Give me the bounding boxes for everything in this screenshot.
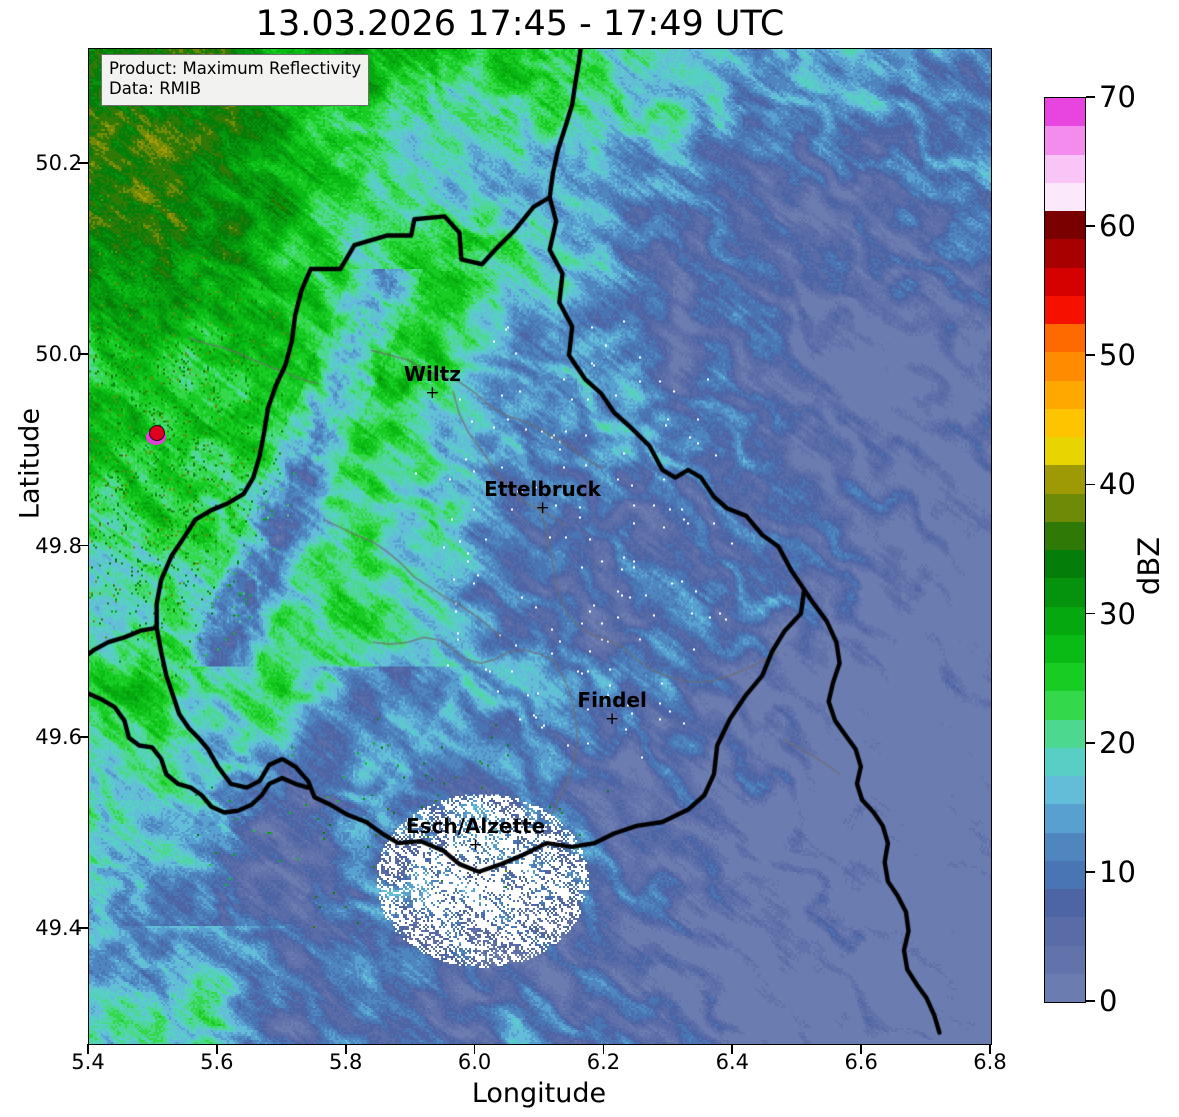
colorbar-tick-label: 40: [1099, 467, 1136, 502]
latitude-tick-mark: [78, 927, 88, 929]
longitude-tick-mark: [87, 1044, 89, 1054]
colorbar-tick-label: 70: [1099, 80, 1136, 114]
colorbar-tick-label: 20: [1099, 725, 1136, 760]
longitude-tick-mark: [344, 1044, 347, 1054]
product-info-box: Product: Maximum Reflectivity Data: RMIB: [101, 54, 370, 106]
x-axis-label: Longitude: [471, 1078, 607, 1109]
colorbar-tick-mark: [1086, 612, 1095, 615]
colorbar-band: [1045, 182, 1085, 211]
colorbar-band: [1045, 295, 1085, 324]
colorbar-tick-mark: [1086, 483, 1095, 486]
latitude-tick-label: 49.8: [35, 533, 82, 558]
colorbar-tick-mark: [1086, 225, 1095, 227]
latitude-tick-mark: [78, 353, 88, 355]
y-axis-label: Latitude: [14, 407, 46, 520]
longitude-tick-label: 6.0: [457, 1050, 492, 1074]
colorbar-band: [1045, 521, 1085, 550]
colorbar-tick-mark: [1086, 354, 1095, 357]
colorbar-band: [1045, 154, 1085, 183]
colorbar-band: [1045, 408, 1085, 437]
colorbar-band: [1045, 747, 1085, 776]
radar-map-plot[interactable]: Product: Maximum Reflectivity Data: RMIB…: [88, 48, 992, 1045]
colorbar-band: [1045, 889, 1085, 918]
colorbar-band: [1045, 493, 1085, 522]
latitude-tick-mark: [78, 544, 88, 547]
map-borders-overlay: [89, 49, 991, 1044]
radar-site-dot: [149, 425, 166, 442]
latitude-tick-label: 49.6: [35, 724, 82, 749]
latitude-tick-mark: [78, 162, 88, 164]
longitude-tick-mark: [473, 1044, 476, 1054]
latitude-tick-label: 50.2: [35, 150, 82, 175]
latitude-tick-label: 49.4: [35, 916, 82, 941]
colorbar-band: [1045, 211, 1085, 240]
longitude-tick-label: 5.6: [200, 1050, 234, 1074]
colorbar-band: [1045, 465, 1085, 494]
latitude-tick-label: 50.0: [35, 342, 82, 367]
longitude-tick-label: 6.8: [973, 1050, 1007, 1074]
colorbar-band: [1045, 634, 1085, 663]
colorbar-band: [1045, 804, 1085, 833]
info-product-line: Product: Maximum Reflectivity: [109, 59, 362, 78]
dbz-colorbar[interactable]: [1044, 97, 1086, 1003]
colorbar-band: [1045, 239, 1085, 268]
longitude-tick-mark: [216, 1044, 218, 1054]
longitude-tick-label: 5.8: [329, 1050, 363, 1074]
colorbar-band: [1045, 98, 1085, 127]
longitude-tick-mark: [731, 1044, 734, 1054]
longitude-tick-label: 6.4: [715, 1050, 749, 1074]
colorbar-band: [1045, 550, 1085, 579]
colorbar-band: [1045, 606, 1085, 635]
longitude-tick-mark: [602, 1044, 605, 1054]
colorbar-band: [1045, 380, 1085, 409]
colorbar-band: [1045, 945, 1085, 974]
colorbar-band: [1045, 860, 1085, 889]
colorbar-band: [1045, 663, 1085, 692]
longitude-tick-label: 6.6: [844, 1050, 878, 1074]
page-title: 13.03.2026 17:45 - 17:49 UTC: [255, 4, 785, 44]
latitude-tick-mark: [78, 736, 88, 738]
colorbar-tick-label: 60: [1099, 209, 1136, 244]
colorbar-band: [1045, 776, 1085, 805]
colorbar-band: [1045, 324, 1085, 353]
colorbar-tick-label: 10: [1099, 854, 1136, 889]
colorbar-band: [1045, 352, 1085, 381]
colorbar-tick-mark: [1086, 96, 1095, 98]
colorbar-band: [1045, 917, 1085, 946]
colorbar-band: [1045, 832, 1085, 861]
colorbar-tick-mark: [1086, 741, 1095, 744]
colorbar-band: [1045, 691, 1085, 720]
colorbar-band: [1045, 578, 1085, 607]
longitude-tick-mark: [860, 1044, 862, 1054]
colorbar-tick-mark: [1086, 1000, 1095, 1002]
longitude-tick-mark: [989, 1044, 991, 1054]
colorbar-band: [1045, 437, 1085, 466]
info-data-line: Data: RMIB: [109, 79, 202, 99]
colorbar-band: [1045, 267, 1085, 296]
longitude-tick-label: 6.2: [586, 1050, 621, 1074]
longitude-tick-label: 5.4: [71, 1050, 105, 1074]
colorbar-tick-mark: [1086, 871, 1095, 873]
colorbar-band: [1045, 126, 1085, 155]
colorbar-tick-label: 50: [1099, 338, 1136, 373]
colorbar-band: [1045, 973, 1085, 1002]
colorbar-band: [1045, 719, 1085, 748]
colorbar-tick-label: 30: [1099, 596, 1136, 631]
colorbar-tick-label: 0: [1099, 984, 1118, 1018]
colorbar-axis-label: dBZ: [1132, 536, 1166, 596]
